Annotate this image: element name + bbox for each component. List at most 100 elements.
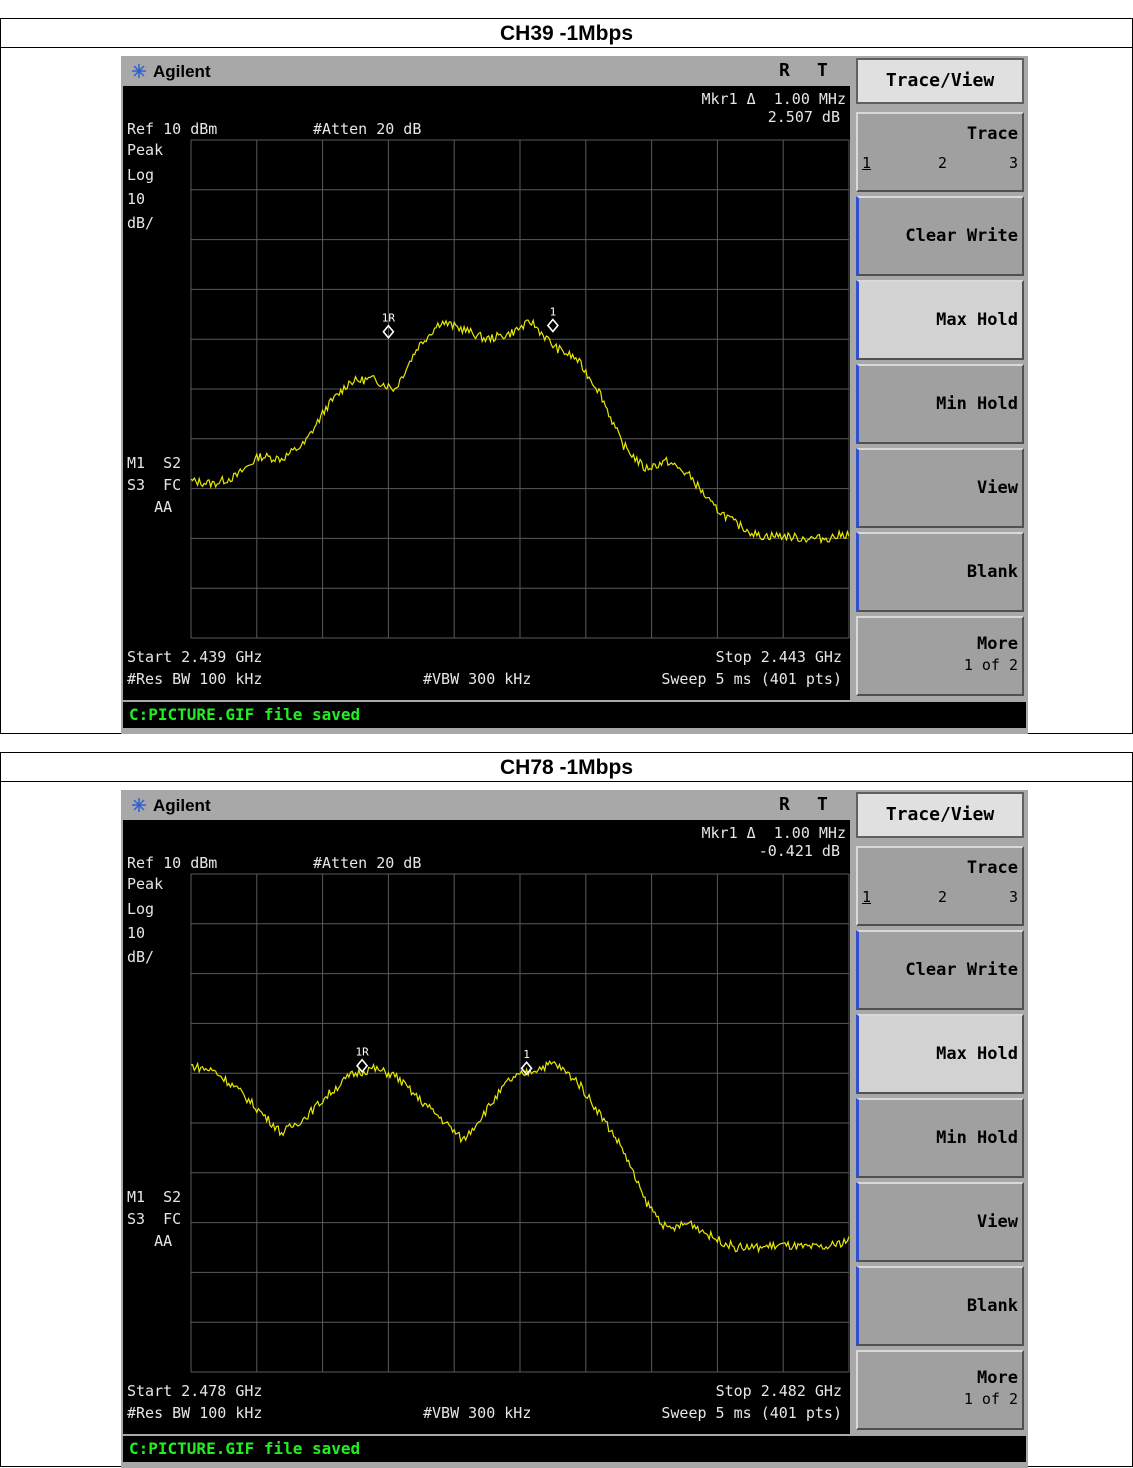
scale-unit: dB/ xyxy=(127,948,155,966)
trigger-indicator: T xyxy=(817,794,828,815)
scale-detector: Peak xyxy=(127,141,164,159)
video-bandwidth: #VBW 300 kHz xyxy=(423,1404,532,1422)
trace-option-3[interactable]: 3 xyxy=(1008,888,1018,906)
marker-delta-diamond-label: 1 xyxy=(550,306,557,319)
scale-type: Log xyxy=(127,900,155,918)
blank-label: Blank xyxy=(966,1296,1018,1316)
scale-type: Log xyxy=(127,166,155,184)
spectrum-trace xyxy=(190,318,850,545)
trigger-indicator: T xyxy=(817,60,828,81)
video-bandwidth: #VBW 300 kHz xyxy=(423,670,532,688)
more-softkey[interactable]: More 1 of 2 xyxy=(856,616,1024,696)
spectrum-plot: 1R 1 xyxy=(190,139,850,639)
spectrum-analyzer-window: Agilent R T Mkr1 Δ 1.00 MHz 2.507 dB Ref… xyxy=(121,56,1028,734)
analyzer-screen: Mkr1 Δ 1.00 MHz -0.421 dB Ref 10 dBm #At… xyxy=(123,820,850,1434)
trace-softkey[interactable]: Trace 1 2 3 xyxy=(856,112,1024,192)
blank-softkey[interactable]: Blank xyxy=(856,532,1024,612)
marker-readout-freq: Mkr1 Δ 1.00 MHz xyxy=(701,90,847,108)
marker-ref-diamond-label: 1R xyxy=(382,312,396,325)
status-m1-s2: M1 S2 xyxy=(127,454,182,472)
clear-write-softkey[interactable]: Clear Write xyxy=(856,930,1024,1010)
view-softkey[interactable]: View xyxy=(856,448,1024,528)
status-m1-s2: M1 S2 xyxy=(127,1188,182,1206)
resolution-bandwidth: #Res BW 100 kHz xyxy=(127,670,263,688)
brand-name: Agilent xyxy=(153,62,211,81)
spectrum-trace xyxy=(190,1060,850,1254)
view-softkey[interactable]: View xyxy=(856,1182,1024,1262)
blank-label: Blank xyxy=(966,562,1018,582)
ref-level: Ref 10 dBm xyxy=(127,854,218,872)
marker-readout-amplitude: 2.507 dB xyxy=(767,108,840,126)
marker-ref-diamond xyxy=(382,324,395,339)
ref-level: Ref 10 dBm xyxy=(127,120,218,138)
scale-unit: dB/ xyxy=(127,214,155,232)
min-hold-label: Min Hold xyxy=(936,1128,1018,1148)
agilent-spark-icon xyxy=(132,798,146,812)
more-page-indicator: 1 of 2 xyxy=(963,656,1018,674)
scale-value: 10 xyxy=(127,924,146,942)
analyzer-header: Agilent R T xyxy=(123,58,850,86)
softkey-menu-title: Trace/View xyxy=(856,58,1024,104)
panel-title-text: CH39 -1Mbps xyxy=(499,22,634,45)
message-bar: C:PICTURE.GIF file saved xyxy=(123,1436,1026,1462)
stop-frequency: Stop 2.443 GHz xyxy=(715,648,842,666)
spectrum-plot: 1R 1 xyxy=(190,873,850,1373)
analyzer-panel-ch39: Agilent R T Mkr1 Δ 1.00 MHz 2.507 dB Ref… xyxy=(0,48,1133,734)
view-label: View xyxy=(977,478,1018,498)
attenuation: #Atten 20 dB xyxy=(313,120,422,138)
status-s3-fc: S3 FC xyxy=(127,476,182,494)
status-aa: AA xyxy=(127,498,173,516)
agilent-brand: Agilent xyxy=(131,796,211,816)
marker-readout-amplitude: -0.421 dB xyxy=(758,842,840,860)
remote-indicator: R xyxy=(779,60,790,81)
min-hold-softkey[interactable]: Min Hold xyxy=(856,364,1024,444)
remote-indicator: R xyxy=(779,794,790,815)
trace-softkey[interactable]: Trace 1 2 3 xyxy=(856,846,1024,926)
trace-option-1[interactable]: 1 xyxy=(862,888,872,906)
trace-option-2[interactable]: 2 xyxy=(938,888,948,906)
analyzer-header: Agilent R T xyxy=(123,792,850,820)
max-hold-softkey[interactable]: Max Hold xyxy=(856,1014,1024,1094)
spectrum-analyzer-window: Agilent R T Mkr1 Δ 1.00 MHz -0.421 dB Re… xyxy=(121,790,1028,1468)
trace-label: Trace xyxy=(966,124,1018,144)
scale-detector: Peak xyxy=(127,875,164,893)
clear-write-label: Clear Write xyxy=(905,960,1018,980)
stop-frequency: Stop 2.482 GHz xyxy=(715,1382,842,1400)
panel-title: CH78 -1Mbps xyxy=(0,752,1133,782)
softkey-menu-title: Trace/View xyxy=(856,792,1024,838)
scale-value: 10 xyxy=(127,190,146,208)
start-frequency: Start 2.478 GHz xyxy=(127,1382,263,1400)
clear-write-label: Clear Write xyxy=(905,226,1018,246)
trace-option-3[interactable]: 3 xyxy=(1008,154,1018,172)
clear-write-softkey[interactable]: Clear Write xyxy=(856,196,1024,276)
panel-title-text: CH78 -1Mbps xyxy=(499,756,634,779)
blank-softkey[interactable]: Blank xyxy=(856,1266,1024,1346)
marker-delta-diamond xyxy=(546,318,559,333)
view-label: View xyxy=(977,1212,1018,1232)
status-aa: AA xyxy=(127,1232,173,1250)
agilent-brand: Agilent xyxy=(131,62,211,82)
panel-title: CH39 -1Mbps xyxy=(0,18,1133,48)
more-label: More xyxy=(977,1368,1018,1388)
min-hold-label: Min Hold xyxy=(936,394,1018,414)
trace-option-1[interactable]: 1 xyxy=(862,154,872,172)
max-hold-label: Max Hold xyxy=(936,310,1018,330)
marker-ref-diamond xyxy=(356,1058,369,1073)
more-softkey[interactable]: More 1 of 2 xyxy=(856,1350,1024,1430)
attenuation: #Atten 20 dB xyxy=(313,854,422,872)
marker-readout-freq: Mkr1 Δ 1.00 MHz xyxy=(701,824,847,842)
message-bar: C:PICTURE.GIF file saved xyxy=(123,702,1026,728)
min-hold-softkey[interactable]: Min Hold xyxy=(856,1098,1024,1178)
softkey-panel: Trace/View Trace 1 2 3 Clear Write Max H… xyxy=(852,56,1028,700)
marker-delta-diamond xyxy=(520,1060,533,1076)
marker-ref-diamond-label: 1R xyxy=(355,1046,369,1059)
brand-name: Agilent xyxy=(153,796,211,815)
more-page-indicator: 1 of 2 xyxy=(963,1390,1018,1408)
sweep-time: Sweep 5 ms (401 pts) xyxy=(661,1404,842,1422)
max-hold-label: Max Hold xyxy=(936,1044,1018,1064)
trace-label: Trace xyxy=(966,858,1018,878)
marker-delta-diamond-label: 1 xyxy=(523,1048,530,1061)
max-hold-softkey[interactable]: Max Hold xyxy=(856,280,1024,360)
trace-option-2[interactable]: 2 xyxy=(938,154,948,172)
resolution-bandwidth: #Res BW 100 kHz xyxy=(127,1404,263,1422)
